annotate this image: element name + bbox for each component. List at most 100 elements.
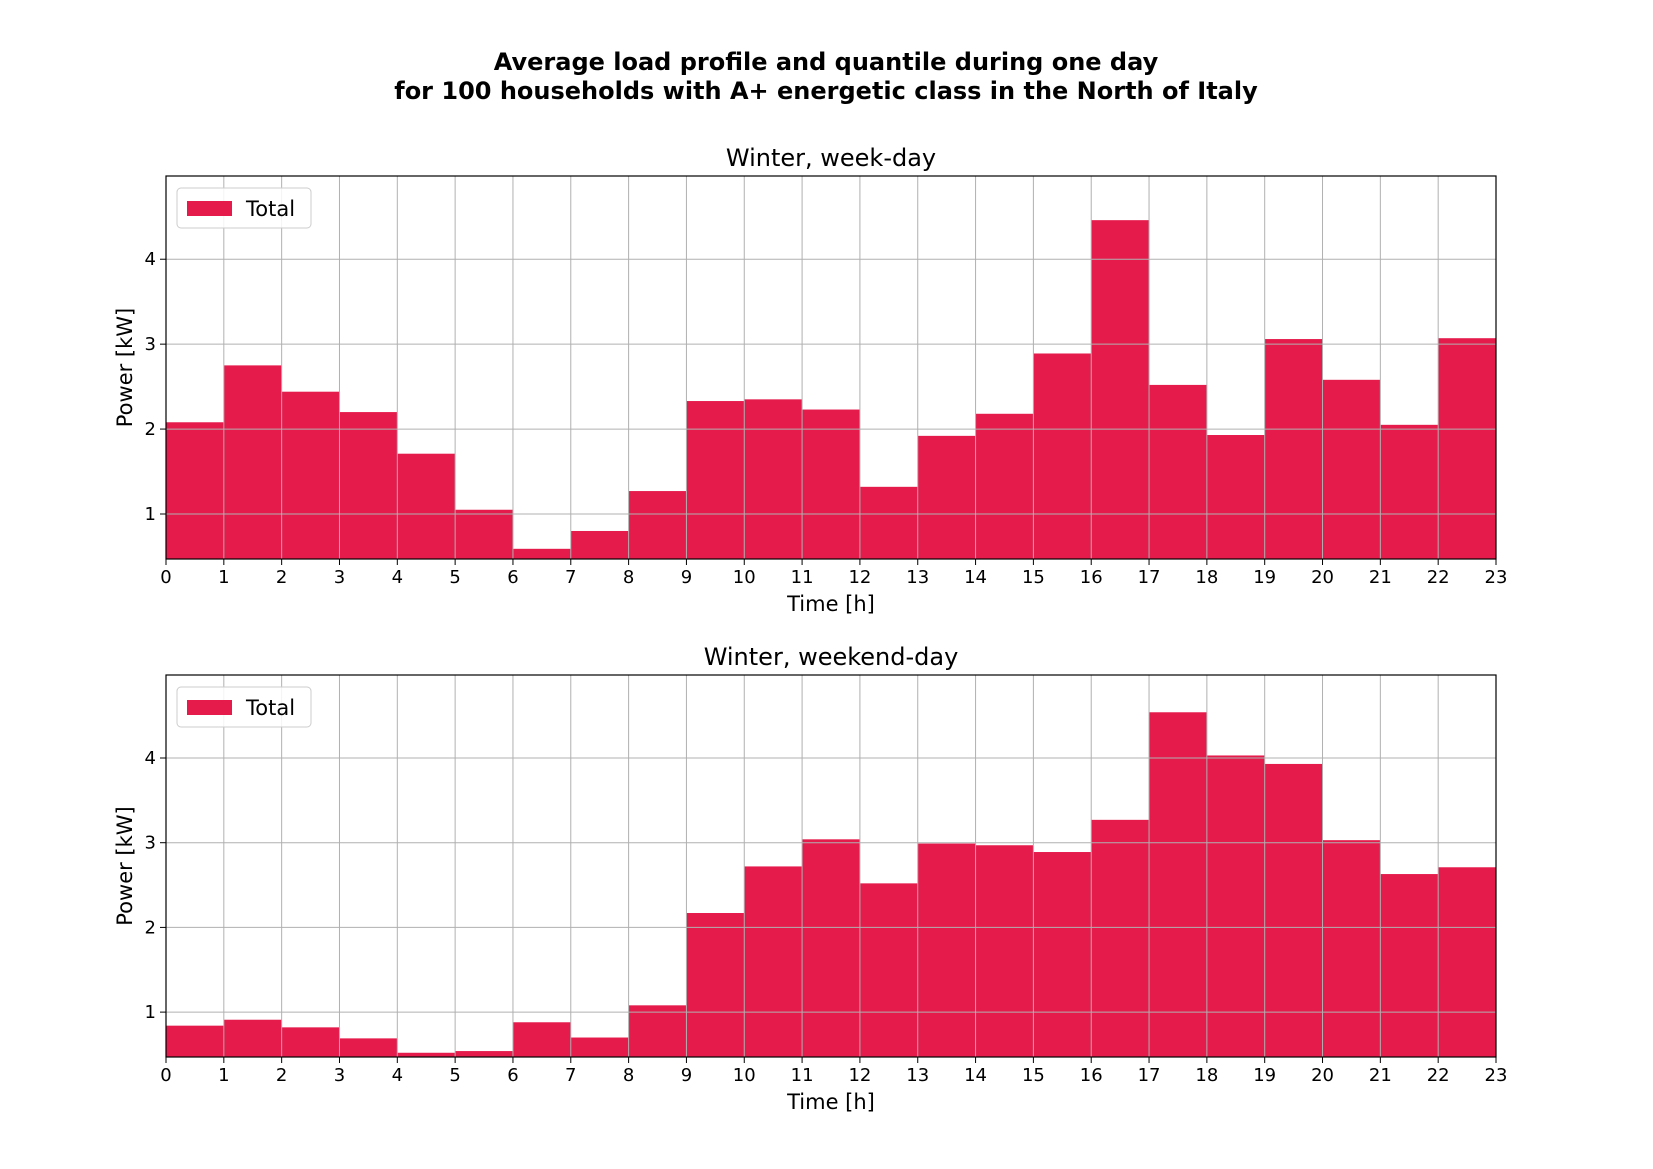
bar-hour-21 (1380, 874, 1439, 1057)
bar-hour-22 (1438, 867, 1496, 1057)
x-tick-label-2: 2 (276, 1065, 287, 1086)
x-tick-label-22: 22 (1427, 1065, 1450, 1086)
x-tick-label-0: 0 (160, 567, 171, 588)
axes-frame (165, 674, 1497, 1058)
x-tick-label-9: 9 (681, 1065, 692, 1086)
bar-hour-20 (1322, 840, 1381, 1057)
x-tick-label-8: 8 (623, 1065, 634, 1086)
x-tick-label-11: 11 (791, 567, 814, 588)
x-tick-label-6: 6 (507, 1065, 518, 1086)
x-tick-label-4: 4 (392, 567, 403, 588)
legend-swatch (187, 700, 232, 715)
chart-winter-week-day: 0 1 2 3 4 5 6 7 8 9 10 11 12 13 14 15 16 17 18 19 20 21 22 2312… (113, 144, 1507, 616)
chart-title: Winter, weekend-day (704, 643, 959, 671)
x-tick-label-17: 17 (1138, 1065, 1161, 1086)
x-tick-label-18: 18 (1195, 1065, 1218, 1086)
bar-hour-16 (1091, 220, 1150, 559)
legend-label: Total (245, 197, 295, 221)
bar-hour-20 (1322, 379, 1381, 559)
bar-hour-16 (1091, 819, 1150, 1057)
chart-winter-weekend-day: 0 1 2 3 4 5 6 7 8 9 10 11 12 13 14 15 16 17 18 19 20 21 22 2312… (113, 643, 1507, 1114)
x-tick-label-10: 10 (733, 567, 756, 588)
x-tick-label-17: 17 (1138, 567, 1161, 588)
bar-hour-21 (1380, 424, 1439, 559)
x-axis-label: Time [h] (786, 592, 875, 616)
x-tick-label-5: 5 (449, 1065, 460, 1086)
x-tick-label-22: 22 (1427, 567, 1450, 588)
bar-hour-15 (1033, 353, 1092, 559)
legend-label: Total (245, 696, 295, 720)
x-tick-label-18: 18 (1195, 567, 1218, 588)
bar-hour-13 (917, 843, 976, 1057)
bar-hour-3 (339, 1038, 398, 1057)
x-tick-label-1: 1 (218, 1065, 229, 1086)
bar-hour-0 (166, 1025, 224, 1057)
x-tick-label-19: 19 (1253, 1065, 1276, 1086)
legend-box (176, 187, 312, 229)
bar-hour-11 (802, 839, 860, 1057)
legend-box (176, 686, 312, 728)
bar-hour-0 (166, 422, 224, 559)
bar-hour-18 (1206, 435, 1265, 559)
bar-hour-17 (1149, 712, 1207, 1057)
bar-hour-2 (281, 1027, 340, 1057)
bar-hour-10 (744, 866, 803, 1057)
x-tick-label-9: 9 (681, 567, 692, 588)
axes-frame (165, 175, 1497, 560)
y-axis-label: Power [kW] (113, 308, 137, 427)
x-tick-label-12: 12 (848, 567, 871, 588)
x-tick-label-19: 19 (1253, 567, 1276, 588)
x-tick-label-21: 21 (1369, 1065, 1392, 1086)
x-tick-label-1: 1 (218, 567, 229, 588)
y-tick-label-1: 1 (145, 1002, 156, 1023)
y-tick-label-2: 2 (145, 419, 156, 440)
x-tick-label-14: 14 (964, 567, 987, 588)
bar-hour-9 (686, 401, 745, 559)
bar-hour-18 (1206, 755, 1265, 1057)
bar-hour-8 (628, 1005, 687, 1057)
x-tick-label-4: 4 (392, 1065, 403, 1086)
x-tick-label-3: 3 (334, 1065, 345, 1086)
x-tick-label-16: 16 (1080, 567, 1103, 588)
bar-hour-3 (339, 412, 398, 559)
bar-hour-15 (1033, 852, 1092, 1057)
x-tick-label-20: 20 (1311, 567, 1334, 588)
y-tick-label-2: 2 (145, 917, 156, 938)
x-tick-label-23: 23 (1485, 1065, 1508, 1086)
bar-hour-22 (1438, 338, 1496, 559)
bar-hour-14 (975, 845, 1034, 1057)
y-tick-label-3: 3 (145, 833, 156, 854)
y-tick-label-4: 4 (145, 748, 156, 769)
bar-hour-4 (397, 453, 456, 559)
x-tick-label-15: 15 (1022, 567, 1045, 588)
x-tick-label-13: 13 (906, 567, 929, 588)
x-tick-label-12: 12 (848, 1065, 871, 1086)
y-axis-label: Power [kW] (113, 806, 137, 925)
x-tick-label-13: 13 (906, 1065, 929, 1086)
x-tick-label-7: 7 (565, 1065, 576, 1086)
x-tick-label-3: 3 (334, 567, 345, 588)
bar-hour-12 (859, 486, 918, 559)
x-tick-label-16: 16 (1080, 1065, 1103, 1086)
bar-hour-14 (975, 413, 1034, 559)
x-tick-label-10: 10 (733, 1065, 756, 1086)
chart-title: Winter, week-day (726, 144, 936, 172)
bar-hour-7 (570, 1037, 629, 1057)
bar-hour-6 (512, 548, 571, 559)
figure-title-line-2: for 100 households with A+ energetic cla… (394, 77, 1258, 105)
bar-hour-7 (570, 530, 629, 559)
x-tick-label-14: 14 (964, 1065, 987, 1086)
bar-hour-19 (1264, 763, 1323, 1057)
bar-hour-1 (223, 365, 282, 559)
y-tick-label-1: 1 (145, 504, 156, 525)
y-tick-label-3: 3 (145, 334, 156, 355)
x-tick-label-20: 20 (1311, 1065, 1334, 1086)
x-tick-label-21: 21 (1369, 567, 1392, 588)
bar-hour-8 (628, 491, 687, 559)
legend-swatch (187, 201, 232, 216)
x-tick-label-2: 2 (276, 567, 287, 588)
x-tick-label-7: 7 (565, 567, 576, 588)
bar-hour-19 (1264, 339, 1323, 559)
bar-hour-11 (802, 409, 860, 559)
